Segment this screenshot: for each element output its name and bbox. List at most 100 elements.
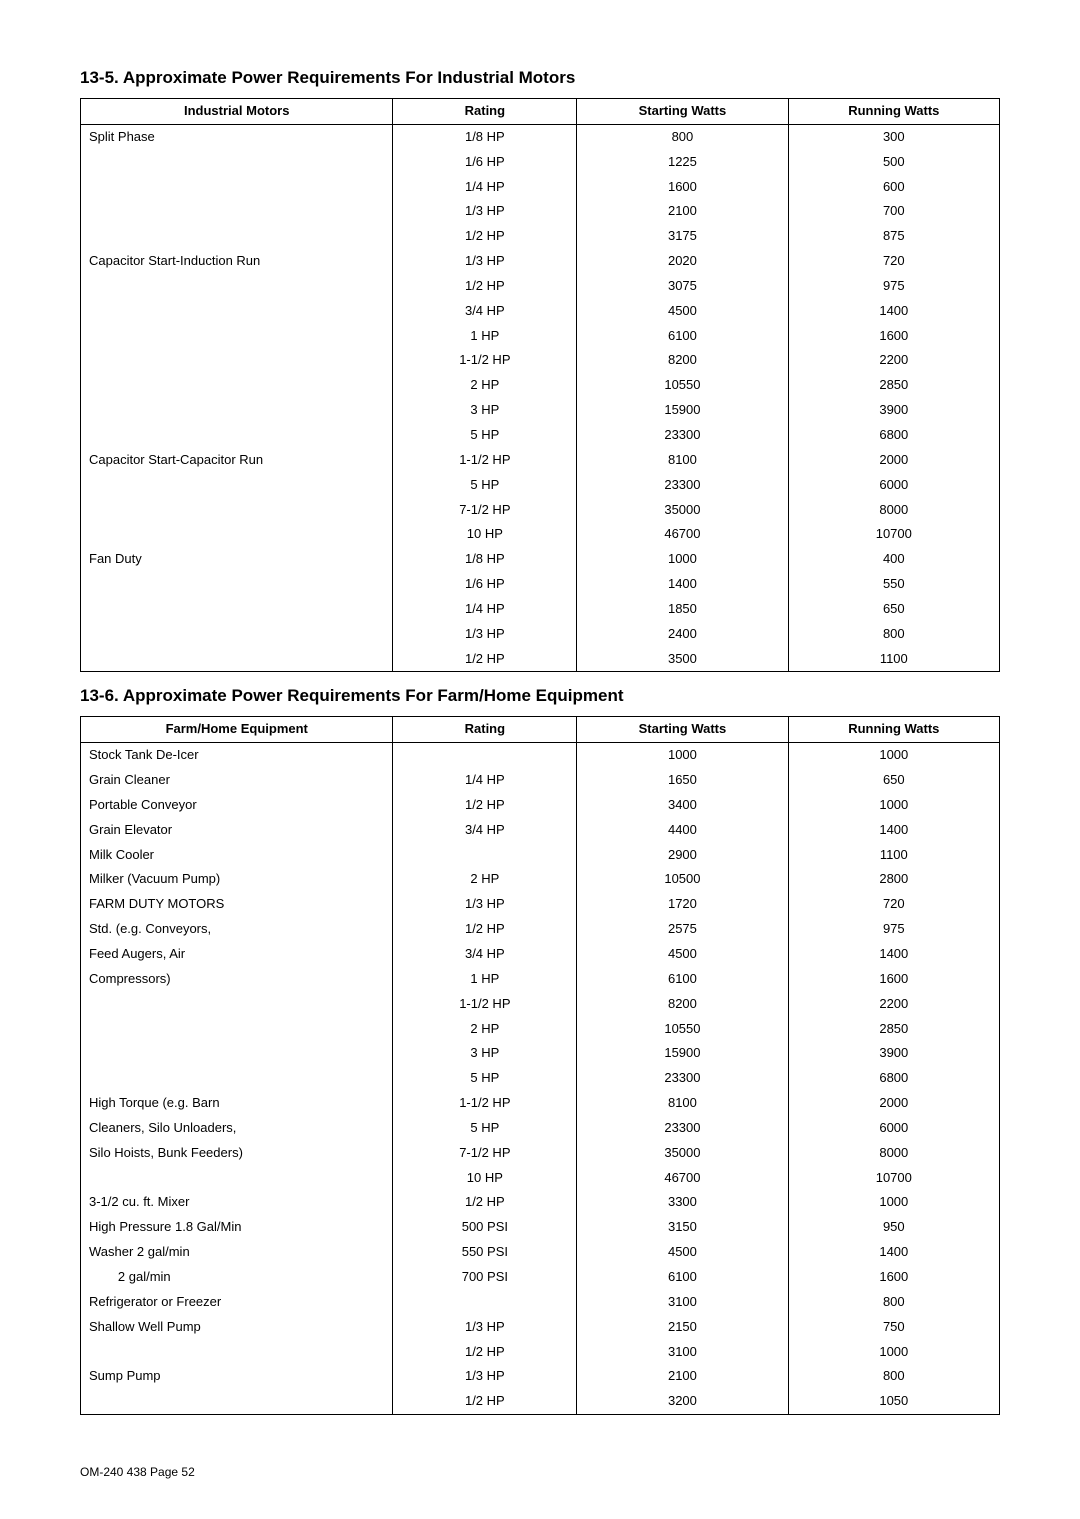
cell-rating: 5 HP bbox=[393, 423, 577, 448]
cell-starting: 4500 bbox=[577, 1240, 788, 1265]
cell-starting: 1850 bbox=[577, 597, 788, 622]
cell-name: High Pressure 1.8 Gal/Min bbox=[81, 1215, 393, 1240]
cell-running: 1400 bbox=[788, 942, 999, 967]
table-row: 5 HP233006000 bbox=[81, 473, 1000, 498]
cell-running: 3900 bbox=[788, 398, 999, 423]
cell-running: 2000 bbox=[788, 448, 999, 473]
cell-running: 1600 bbox=[788, 324, 999, 349]
cell-starting: 6100 bbox=[577, 324, 788, 349]
cell-starting: 23300 bbox=[577, 1116, 788, 1141]
cell-running: 400 bbox=[788, 547, 999, 572]
cell-name: Fan Duty bbox=[81, 547, 393, 572]
cell-name: Shallow Well Pump bbox=[81, 1315, 393, 1340]
table-row: Grain Elevator3/4 HP44001400 bbox=[81, 818, 1000, 843]
cell-rating bbox=[393, 743, 577, 768]
table-row: 3 HP159003900 bbox=[81, 398, 1000, 423]
table-row: Washer 2 gal/min550 PSI45001400 bbox=[81, 1240, 1000, 1265]
cell-name bbox=[81, 224, 393, 249]
cell-rating: 1/3 HP bbox=[393, 199, 577, 224]
cell-running: 2850 bbox=[788, 373, 999, 398]
table-row: 1/2 HP32001050 bbox=[81, 1389, 1000, 1414]
table-row: 1/2 HP3175875 bbox=[81, 224, 1000, 249]
cell-starting: 1400 bbox=[577, 572, 788, 597]
cell-name bbox=[81, 473, 393, 498]
cell-starting: 6100 bbox=[577, 1265, 788, 1290]
cell-running: 800 bbox=[788, 1364, 999, 1389]
table-row: 1/6 HP1225500 bbox=[81, 150, 1000, 175]
table-row: 2 gal/min700 PSI61001600 bbox=[81, 1265, 1000, 1290]
cell-starting: 2020 bbox=[577, 249, 788, 274]
cell-rating: 1/6 HP bbox=[393, 150, 577, 175]
cell-running: 10700 bbox=[788, 522, 999, 547]
cell-name bbox=[81, 199, 393, 224]
cell-starting: 1000 bbox=[577, 743, 788, 768]
cell-rating: 700 PSI bbox=[393, 1265, 577, 1290]
farm-home-table: Farm/Home Equipment Rating Starting Watt… bbox=[80, 716, 1000, 1415]
cell-name: Silo Hoists, Bunk Feeders) bbox=[81, 1141, 393, 1166]
cell-starting: 8200 bbox=[577, 992, 788, 1017]
cell-running: 300 bbox=[788, 124, 999, 149]
cell-name bbox=[81, 498, 393, 523]
cell-rating: 5 HP bbox=[393, 473, 577, 498]
cell-running: 500 bbox=[788, 150, 999, 175]
col-header-rating: Rating bbox=[393, 717, 577, 743]
table-row: 2 HP105502850 bbox=[81, 1017, 1000, 1042]
cell-starting: 2400 bbox=[577, 622, 788, 647]
table-row: Capacitor Start-Capacitor Run1-1/2 HP810… bbox=[81, 448, 1000, 473]
cell-name bbox=[81, 522, 393, 547]
cell-name bbox=[81, 1166, 393, 1191]
cell-name bbox=[81, 572, 393, 597]
table-row: Cleaners, Silo Unloaders,5 HP233006000 bbox=[81, 1116, 1000, 1141]
cell-running: 2200 bbox=[788, 348, 999, 373]
cell-rating: 2 HP bbox=[393, 867, 577, 892]
cell-starting: 46700 bbox=[577, 1166, 788, 1191]
cell-rating: 5 HP bbox=[393, 1116, 577, 1141]
table-row: 1 HP61001600 bbox=[81, 324, 1000, 349]
cell-running: 6800 bbox=[788, 423, 999, 448]
cell-running: 6000 bbox=[788, 473, 999, 498]
cell-rating: 1/4 HP bbox=[393, 597, 577, 622]
cell-name: Feed Augers, Air bbox=[81, 942, 393, 967]
cell-rating: 3/4 HP bbox=[393, 299, 577, 324]
table-row: 1/2 HP3075975 bbox=[81, 274, 1000, 299]
cell-running: 3900 bbox=[788, 1041, 999, 1066]
cell-rating: 1-1/2 HP bbox=[393, 992, 577, 1017]
cell-starting: 800 bbox=[577, 124, 788, 149]
cell-starting: 10550 bbox=[577, 373, 788, 398]
cell-rating: 1/8 HP bbox=[393, 547, 577, 572]
cell-starting: 1650 bbox=[577, 768, 788, 793]
cell-starting: 3400 bbox=[577, 793, 788, 818]
table-row: 10 HP4670010700 bbox=[81, 1166, 1000, 1191]
table-row: 7-1/2 HP350008000 bbox=[81, 498, 1000, 523]
cell-rating: 3/4 HP bbox=[393, 942, 577, 967]
cell-starting: 3500 bbox=[577, 647, 788, 672]
table-row: 2 HP105502850 bbox=[81, 373, 1000, 398]
cell-running: 6000 bbox=[788, 1116, 999, 1141]
cell-starting: 23300 bbox=[577, 423, 788, 448]
cell-rating: 1/2 HP bbox=[393, 1389, 577, 1414]
cell-running: 2850 bbox=[788, 1017, 999, 1042]
cell-running: 1000 bbox=[788, 743, 999, 768]
cell-starting: 2900 bbox=[577, 843, 788, 868]
cell-starting: 8200 bbox=[577, 348, 788, 373]
cell-name: Grain Cleaner bbox=[81, 768, 393, 793]
cell-running: 975 bbox=[788, 274, 999, 299]
cell-name bbox=[81, 373, 393, 398]
cell-name bbox=[81, 1340, 393, 1365]
table-header-row: Industrial Motors Rating Starting Watts … bbox=[81, 99, 1000, 125]
cell-rating: 1 HP bbox=[393, 324, 577, 349]
cell-name bbox=[81, 597, 393, 622]
cell-name: Cleaners, Silo Unloaders, bbox=[81, 1116, 393, 1141]
cell-starting: 2100 bbox=[577, 199, 788, 224]
cell-running: 950 bbox=[788, 1215, 999, 1240]
cell-running: 1600 bbox=[788, 967, 999, 992]
cell-starting: 6100 bbox=[577, 967, 788, 992]
section-2-title: 13-6. Approximate Power Requirements For… bbox=[80, 686, 1000, 706]
page-footer: OM-240 438 Page 52 bbox=[80, 1465, 1000, 1479]
cell-name: High Torque (e.g. Barn bbox=[81, 1091, 393, 1116]
cell-name: 2 gal/min bbox=[81, 1265, 393, 1290]
cell-name bbox=[81, 622, 393, 647]
table-row: 10 HP4670010700 bbox=[81, 522, 1000, 547]
table-row: Shallow Well Pump1/3 HP2150750 bbox=[81, 1315, 1000, 1340]
cell-starting: 3150 bbox=[577, 1215, 788, 1240]
